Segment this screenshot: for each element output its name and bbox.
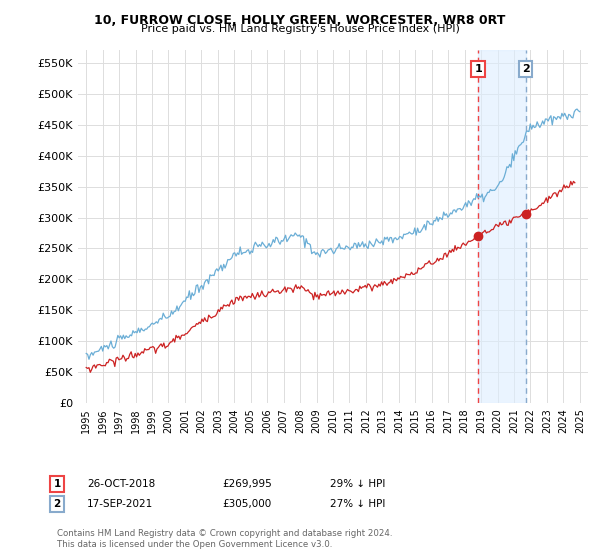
- Text: 27% ↓ HPI: 27% ↓ HPI: [330, 499, 385, 509]
- Bar: [478, 50, 526, 403]
- Text: 1: 1: [474, 64, 482, 74]
- Text: 29% ↓ HPI: 29% ↓ HPI: [330, 479, 385, 489]
- Text: £269,995: £269,995: [222, 479, 272, 489]
- Text: £305,000: £305,000: [222, 499, 271, 509]
- Text: 2: 2: [53, 499, 61, 509]
- Text: Price paid vs. HM Land Registry's House Price Index (HPI): Price paid vs. HM Land Registry's House …: [140, 24, 460, 34]
- Text: 2: 2: [522, 64, 530, 74]
- Text: 17-SEP-2021: 17-SEP-2021: [87, 499, 153, 509]
- Text: 10, FURROW CLOSE, HOLLY GREEN, WORCESTER, WR8 0RT: 10, FURROW CLOSE, HOLLY GREEN, WORCESTER…: [94, 14, 506, 27]
- Text: Contains HM Land Registry data © Crown copyright and database right 2024.
This d: Contains HM Land Registry data © Crown c…: [57, 529, 392, 549]
- Text: 26-OCT-2018: 26-OCT-2018: [87, 479, 155, 489]
- Text: 1: 1: [53, 479, 61, 489]
